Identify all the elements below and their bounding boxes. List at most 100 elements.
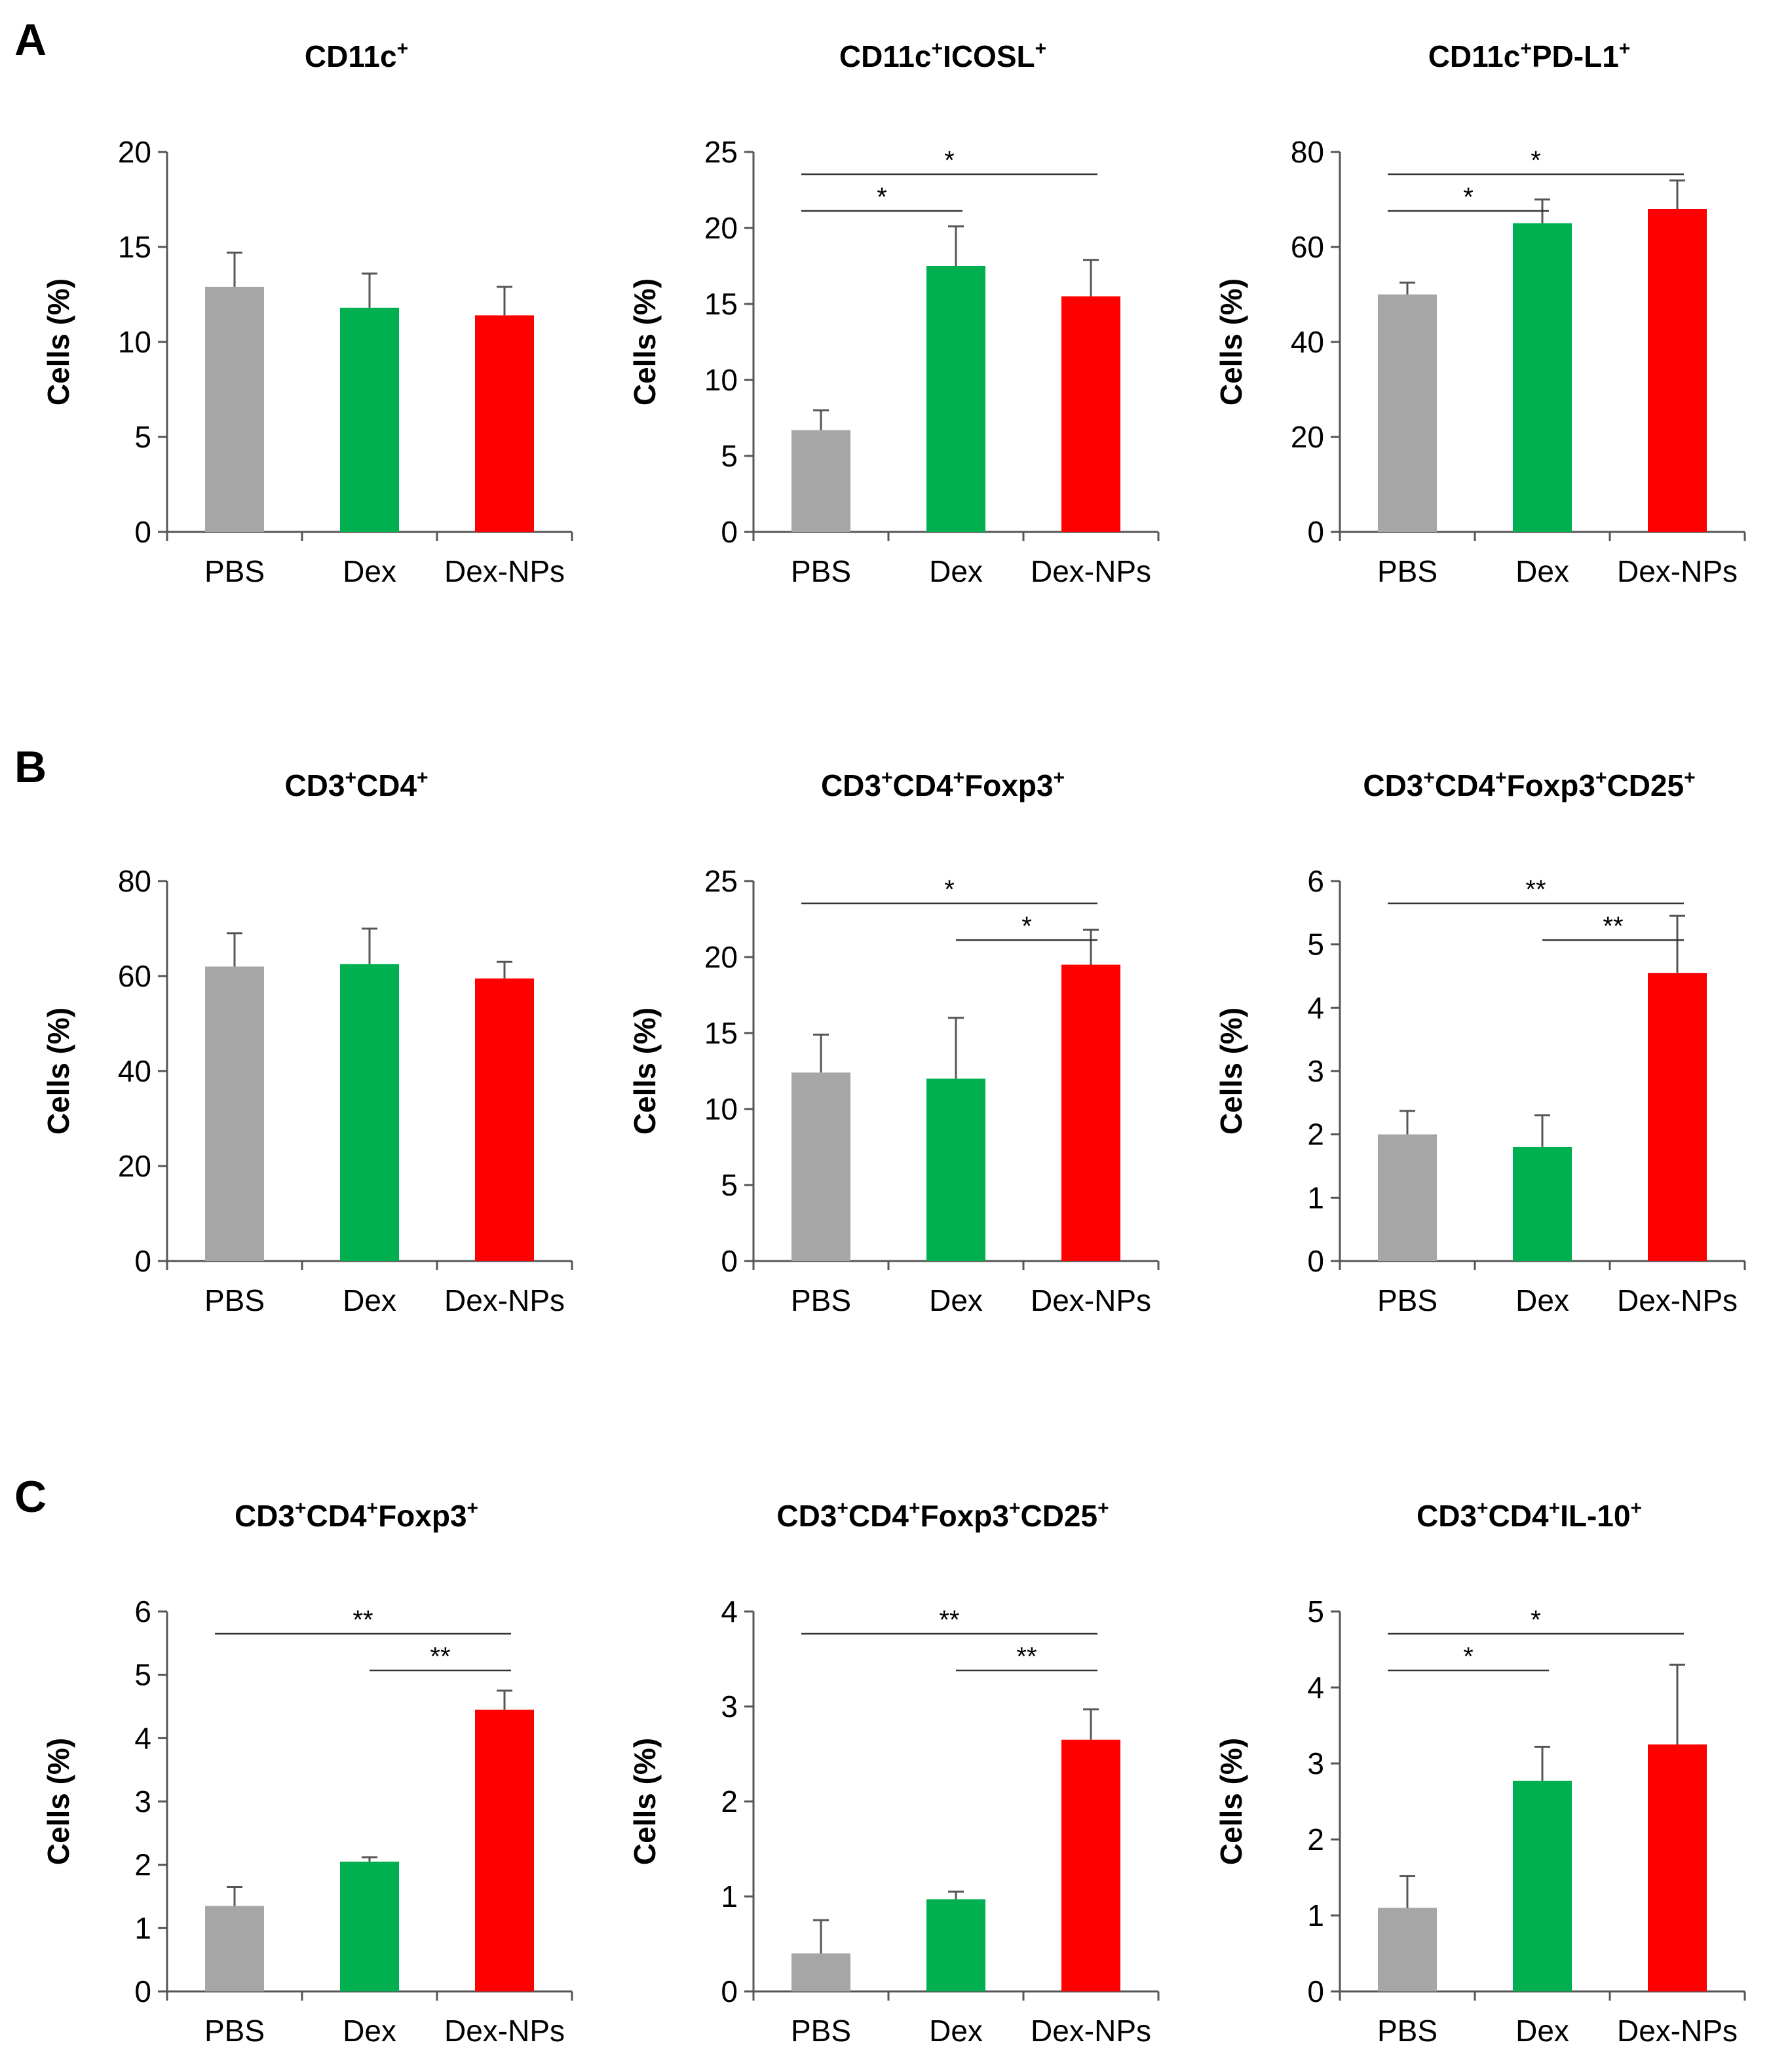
significance-marker: ** bbox=[1016, 1642, 1037, 1671]
y-tick-label: 5 bbox=[134, 420, 151, 454]
significance-marker: * bbox=[944, 146, 955, 175]
chart-title-part: PD-L1 bbox=[1532, 39, 1619, 73]
bar-dex-nps bbox=[1061, 964, 1120, 1261]
chart-title: CD3+​CD4+​ bbox=[284, 767, 428, 802]
chart-title-part: CD3 bbox=[235, 1499, 295, 1533]
significance-marker: * bbox=[1021, 912, 1032, 941]
chart-title-superscript: + bbox=[417, 767, 428, 789]
y-tick-label: 0 bbox=[134, 1974, 151, 2008]
chart-title-superscript: + bbox=[467, 1497, 479, 1519]
x-tick-label: Dex bbox=[929, 554, 983, 588]
x-tick-label: PBS bbox=[1377, 2014, 1438, 2048]
chart-title-superscript: + bbox=[953, 767, 965, 789]
y-tick-label: 10 bbox=[704, 363, 738, 397]
chart-title-part: CD3 bbox=[776, 1499, 837, 1533]
chart-title-superscript: + bbox=[1097, 1497, 1109, 1519]
chart-title-superscript: + bbox=[1595, 767, 1607, 789]
y-tick-label: 15 bbox=[704, 1016, 738, 1050]
x-tick-label: Dex-NPs bbox=[1617, 1283, 1738, 1317]
chart-title-part: CD11c bbox=[1428, 39, 1521, 73]
panel-label-c: C bbox=[14, 1472, 47, 1522]
chart-title-part: CD4 bbox=[848, 1499, 909, 1533]
chart-3: CD11c+​PD-L1+​ 0 20 40 60 80 Cells (%) PBS Dex De… bbox=[1214, 38, 1746, 588]
bar-dex-nps bbox=[1648, 209, 1707, 532]
chart-title-part: CD11c bbox=[305, 39, 397, 73]
chart-title-part: CD4 bbox=[1435, 768, 1495, 802]
x-tick-label: Dex-NPs bbox=[444, 554, 565, 588]
y-tick-label: 0 bbox=[134, 515, 151, 549]
y-tick-label: 4 bbox=[721, 1594, 738, 1629]
y-tick-label: 1 bbox=[1307, 1180, 1324, 1215]
y-tick-label: 80 bbox=[118, 864, 151, 898]
y-tick-label: 80 bbox=[1291, 135, 1324, 169]
bar-pbs bbox=[791, 430, 850, 532]
x-tick-label: Dex bbox=[343, 554, 396, 588]
y-tick-label: 2 bbox=[1307, 1822, 1324, 1856]
x-tick-label: PBS bbox=[204, 2014, 265, 2048]
bar-dex bbox=[1513, 1147, 1572, 1261]
chart-title: CD3+​CD4+​Foxp3+​CD25+​ bbox=[1363, 767, 1695, 802]
y-tick-label: 5 bbox=[721, 439, 738, 473]
y-tick-label: 0 bbox=[1307, 1974, 1324, 2008]
chart-7: CD3+​CD4+​Foxp3+​ 0 1 2 3 4 5 6 Cells (%) PBS Dex D… bbox=[41, 1497, 573, 2048]
chart-8: CD3+​CD4+​Foxp3+​CD25+​ 0 1 2 3 4 Cells (%) PBS… bbox=[628, 1497, 1160, 2048]
y-axis-label: Cells (%) bbox=[1214, 1738, 1248, 1865]
y-axis-label: Cells (%) bbox=[41, 1008, 75, 1135]
x-tick-label: Dex-NPs bbox=[1031, 554, 1151, 588]
y-tick-label: 0 bbox=[721, 1974, 738, 2008]
chart-title-superscript: + bbox=[295, 1497, 307, 1519]
chart-title-superscript: + bbox=[1009, 1497, 1021, 1519]
significance-marker: ** bbox=[939, 1606, 959, 1634]
chart-title-part: CD4 bbox=[893, 768, 953, 802]
bar-dex-nps bbox=[475, 315, 534, 532]
bar-pbs bbox=[205, 286, 264, 532]
significance-marker: ** bbox=[430, 1642, 450, 1671]
chart-2: CD11c+​ICOSL+​ 0 5 10 15 20 25 Cells (%) PBS Dex D… bbox=[628, 38, 1160, 588]
y-axis-label: Cells (%) bbox=[41, 278, 75, 405]
y-tick-label: 3 bbox=[721, 1689, 738, 1724]
y-tick-label: 15 bbox=[118, 230, 151, 264]
y-tick-label: 0 bbox=[721, 1244, 738, 1278]
bar-pbs bbox=[1378, 1134, 1437, 1261]
y-tick-label: 40 bbox=[118, 1054, 151, 1088]
bar-dex bbox=[340, 307, 399, 532]
bar-pbs bbox=[791, 1072, 850, 1261]
x-tick-label: Dex-NPs bbox=[444, 1283, 565, 1317]
y-axis-label: Cells (%) bbox=[1214, 278, 1248, 405]
y-tick-label: 0 bbox=[134, 1244, 151, 1278]
chart-title-superscript: + bbox=[837, 1497, 848, 1519]
y-tick-label: 20 bbox=[1291, 420, 1324, 454]
bar-dex-nps bbox=[1061, 1739, 1120, 1991]
bar-dex bbox=[926, 1078, 985, 1261]
bar-pbs bbox=[205, 1906, 264, 1991]
chart-4: CD3+​CD4+​ 0 20 40 60 80 Cells (%) PBS Dex Dex-NP… bbox=[41, 767, 573, 1317]
significance-marker: * bbox=[877, 183, 887, 212]
y-tick-label: 2 bbox=[1307, 1118, 1324, 1152]
chart-title-superscript: + bbox=[1520, 38, 1532, 60]
significance-marker: * bbox=[1463, 1642, 1474, 1671]
chart-title-superscript: + bbox=[881, 767, 893, 789]
bar-dex bbox=[926, 1899, 985, 1991]
y-tick-label: 40 bbox=[1291, 325, 1324, 359]
chart-title-part: CD11c bbox=[839, 39, 932, 73]
y-tick-label: 20 bbox=[704, 940, 738, 974]
chart-title-part: CD3 bbox=[821, 768, 881, 802]
chart-title-superscript: + bbox=[1477, 1497, 1489, 1519]
chart-title-part: Foxp3 bbox=[378, 1499, 467, 1533]
chart-title-superscript: + bbox=[909, 1497, 921, 1519]
x-tick-label: Dex bbox=[929, 2014, 983, 2048]
chart-title-superscript: + bbox=[1684, 767, 1696, 789]
chart-title: CD11c+​PD-L1+​ bbox=[1428, 38, 1631, 73]
y-tick-label: 4 bbox=[1307, 990, 1324, 1025]
chart-1: CD11c+​ 0 5 10 15 20 Cells (%) PBS Dex Dex-NPs bbox=[41, 38, 573, 588]
y-tick-label: 60 bbox=[1291, 230, 1324, 264]
x-tick-label: Dex bbox=[1515, 1283, 1569, 1317]
y-tick-label: 20 bbox=[118, 135, 151, 169]
y-tick-label: 10 bbox=[118, 325, 151, 359]
y-tick-label: 1 bbox=[721, 1879, 738, 1913]
bar-dex bbox=[1513, 1780, 1572, 1991]
y-tick-label: 0 bbox=[721, 515, 738, 549]
bar-pbs bbox=[1378, 294, 1437, 532]
chart-title-superscript: + bbox=[932, 38, 943, 60]
